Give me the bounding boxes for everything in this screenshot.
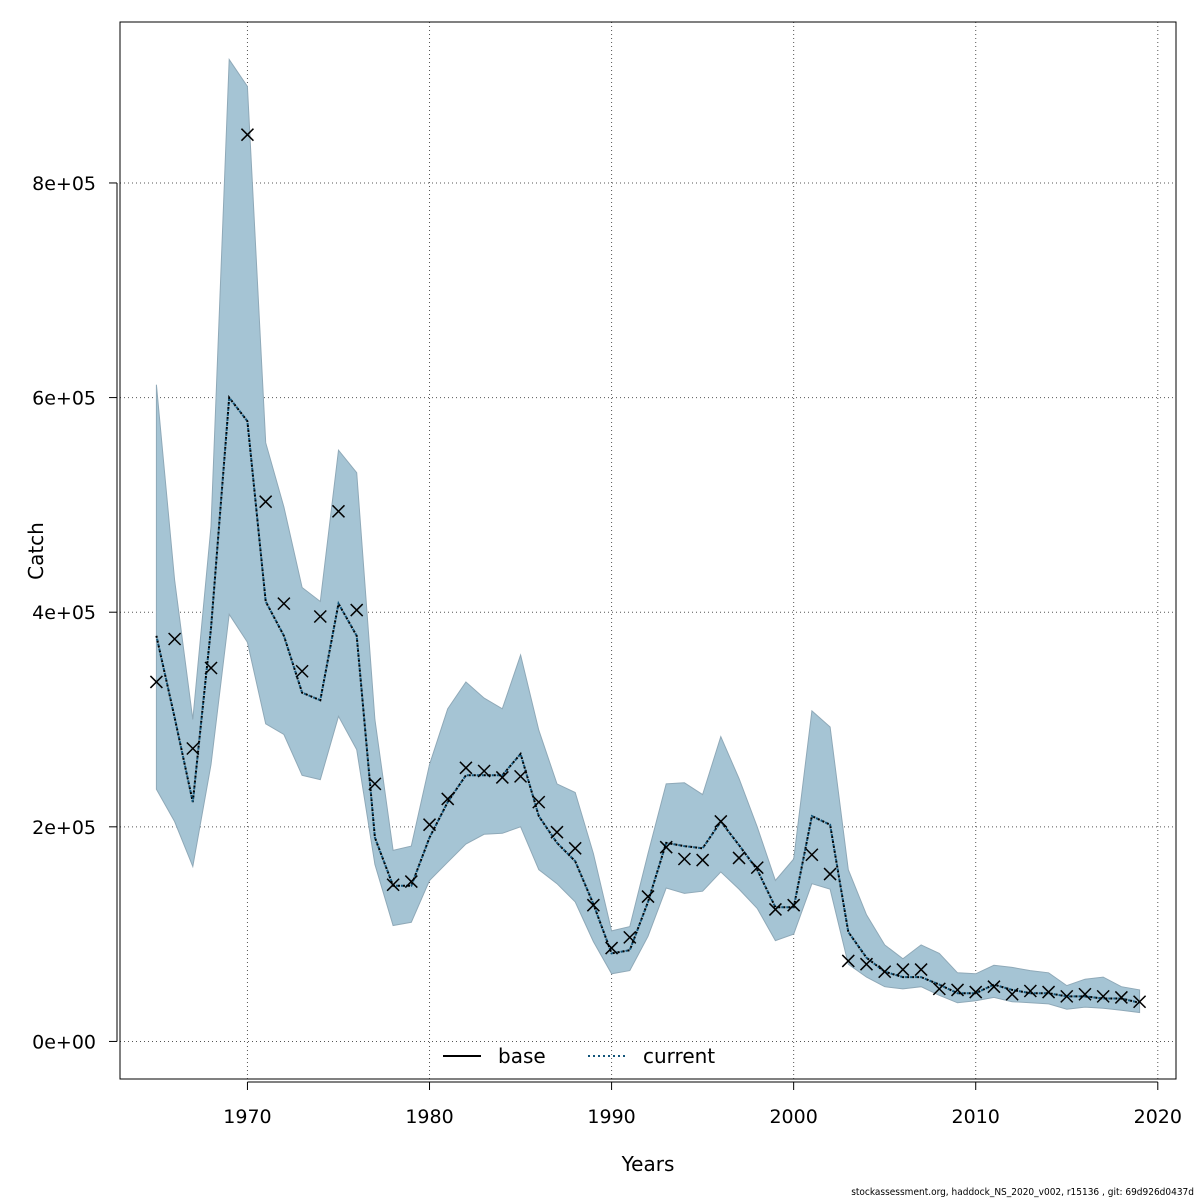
legend-label-current: current [643, 1044, 715, 1068]
data-point [787, 898, 801, 912]
data-point [495, 770, 509, 784]
data-point [368, 777, 382, 791]
data-point [659, 840, 673, 854]
y-tick-label: 2e+05 [32, 817, 96, 839]
data-point [459, 761, 473, 775]
x-tick-label: 2020 [1134, 1106, 1182, 1128]
data-point [914, 963, 928, 977]
series-line-current [155, 394, 1140, 1004]
data-point [896, 963, 910, 977]
data-point [732, 851, 746, 865]
x-tick-label: 1980 [405, 1106, 453, 1128]
data-point [1060, 989, 1074, 1003]
x-tick-label: 2010 [952, 1106, 1000, 1128]
data-point [1133, 995, 1147, 1009]
grid-layer [120, 22, 1176, 1079]
x-tick-label: 1990 [587, 1106, 635, 1128]
data-point [186, 741, 200, 756]
series-line-base [155, 394, 1140, 1004]
y-tick-label: 0e+00 [32, 1031, 96, 1053]
data-point [714, 814, 728, 828]
data-point [168, 632, 182, 646]
data-point [149, 675, 163, 689]
data-point [1042, 985, 1056, 999]
y-tick-label: 6e+05 [32, 388, 96, 410]
data-point [532, 795, 546, 809]
data-point [240, 128, 254, 142]
confidence-band [155, 58, 1141, 1014]
y-axis: 0e+00 2e+05 4e+05 6e+05 8e+05 [32, 173, 118, 1053]
data-point [204, 661, 218, 675]
data-point [1096, 989, 1110, 1003]
data-point [259, 495, 273, 509]
x-tick-label: 2000 [769, 1106, 817, 1128]
data-point [841, 954, 855, 968]
data-point [1005, 987, 1019, 1001]
data-point [586, 898, 600, 912]
data-point [969, 985, 983, 999]
y-tick-label: 8e+05 [32, 173, 96, 195]
data-point [641, 890, 655, 904]
x-axis-title: Years [621, 1152, 675, 1176]
data-point [441, 792, 455, 806]
data-point [550, 825, 564, 839]
observed-points [149, 128, 1147, 1009]
x-tick-label: 1970 [223, 1106, 271, 1128]
data-point [932, 982, 946, 996]
y-tick-label: 4e+05 [32, 602, 96, 624]
data-point [878, 965, 892, 979]
data-point [605, 941, 619, 955]
data-point [677, 852, 691, 866]
data-point [313, 609, 327, 624]
data-point [277, 597, 291, 611]
data-point [950, 983, 965, 997]
data-point [514, 769, 528, 783]
data-point [404, 875, 418, 889]
data-point [295, 664, 309, 678]
data-point [422, 818, 437, 832]
x-axis: 1970 1980 1990 2000 2010 2020 [223, 1081, 1182, 1128]
data-point [350, 603, 364, 617]
data-point [750, 861, 764, 875]
legend: base current [443, 1044, 715, 1068]
data-point [386, 878, 400, 892]
legend-label-base: base [498, 1044, 546, 1068]
data-point [859, 957, 874, 971]
data-point [477, 764, 491, 778]
data-point [696, 853, 710, 867]
footer-credit: stockassessment.org, haddock_NS_2020_v00… [851, 1187, 1194, 1198]
data-point [1023, 984, 1037, 998]
data-point [987, 980, 1001, 994]
data-point [805, 848, 819, 862]
data-point [1114, 990, 1128, 1004]
data-point [568, 841, 582, 855]
y-axis-title: Catch [24, 522, 48, 580]
data-point [623, 930, 637, 944]
plot-frame [119, 21, 1177, 1080]
data-point [768, 902, 782, 916]
data-point [1078, 987, 1092, 1001]
data-point [823, 867, 837, 881]
data-point [331, 504, 346, 518]
